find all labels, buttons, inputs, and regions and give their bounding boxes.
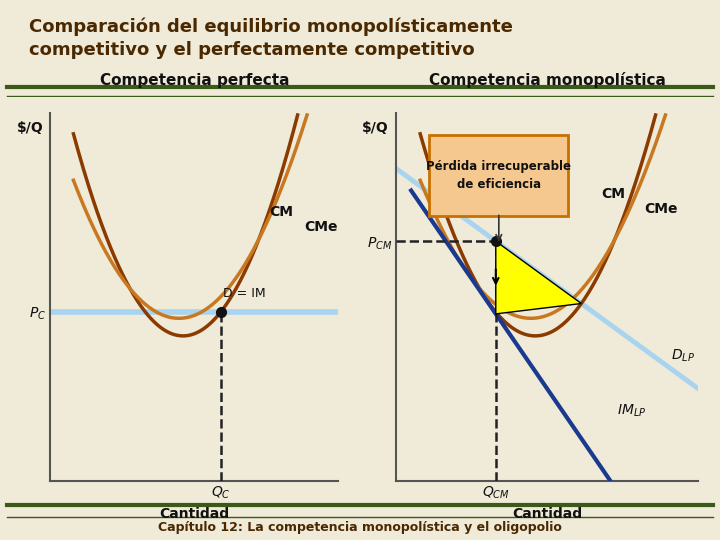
Text: CM: CM xyxy=(269,205,293,219)
Text: Competencia monopolística: Competencia monopolística xyxy=(429,72,665,87)
Text: Competencia perfecta: Competencia perfecta xyxy=(99,73,289,87)
Text: Pérdida irrecuperable
de eficiencia: Pérdida irrecuperable de eficiencia xyxy=(426,160,571,191)
Polygon shape xyxy=(496,241,581,314)
X-axis label: Cantidad: Cantidad xyxy=(512,507,582,521)
X-axis label: Cantidad: Cantidad xyxy=(159,507,230,521)
FancyBboxPatch shape xyxy=(429,136,568,216)
Text: CMe: CMe xyxy=(304,220,338,234)
Text: $D_{LP}$: $D_{LP}$ xyxy=(671,347,695,364)
Text: $/Q: $/Q xyxy=(361,121,388,135)
Text: Comparación del equilibrio monopolísticamente
competitivo y el perfectamente com: Comparación del equilibrio monopolística… xyxy=(29,17,513,59)
Text: CM: CM xyxy=(602,187,626,201)
Text: $/Q: $/Q xyxy=(17,121,44,135)
Text: Capítulo 12: La competencia monopolística y el oligopolio: Capítulo 12: La competencia monopolístic… xyxy=(158,521,562,535)
Text: D = IM: D = IM xyxy=(223,287,266,300)
Text: CMe: CMe xyxy=(644,201,678,215)
Text: $IM_{LP}$: $IM_{LP}$ xyxy=(617,402,646,419)
